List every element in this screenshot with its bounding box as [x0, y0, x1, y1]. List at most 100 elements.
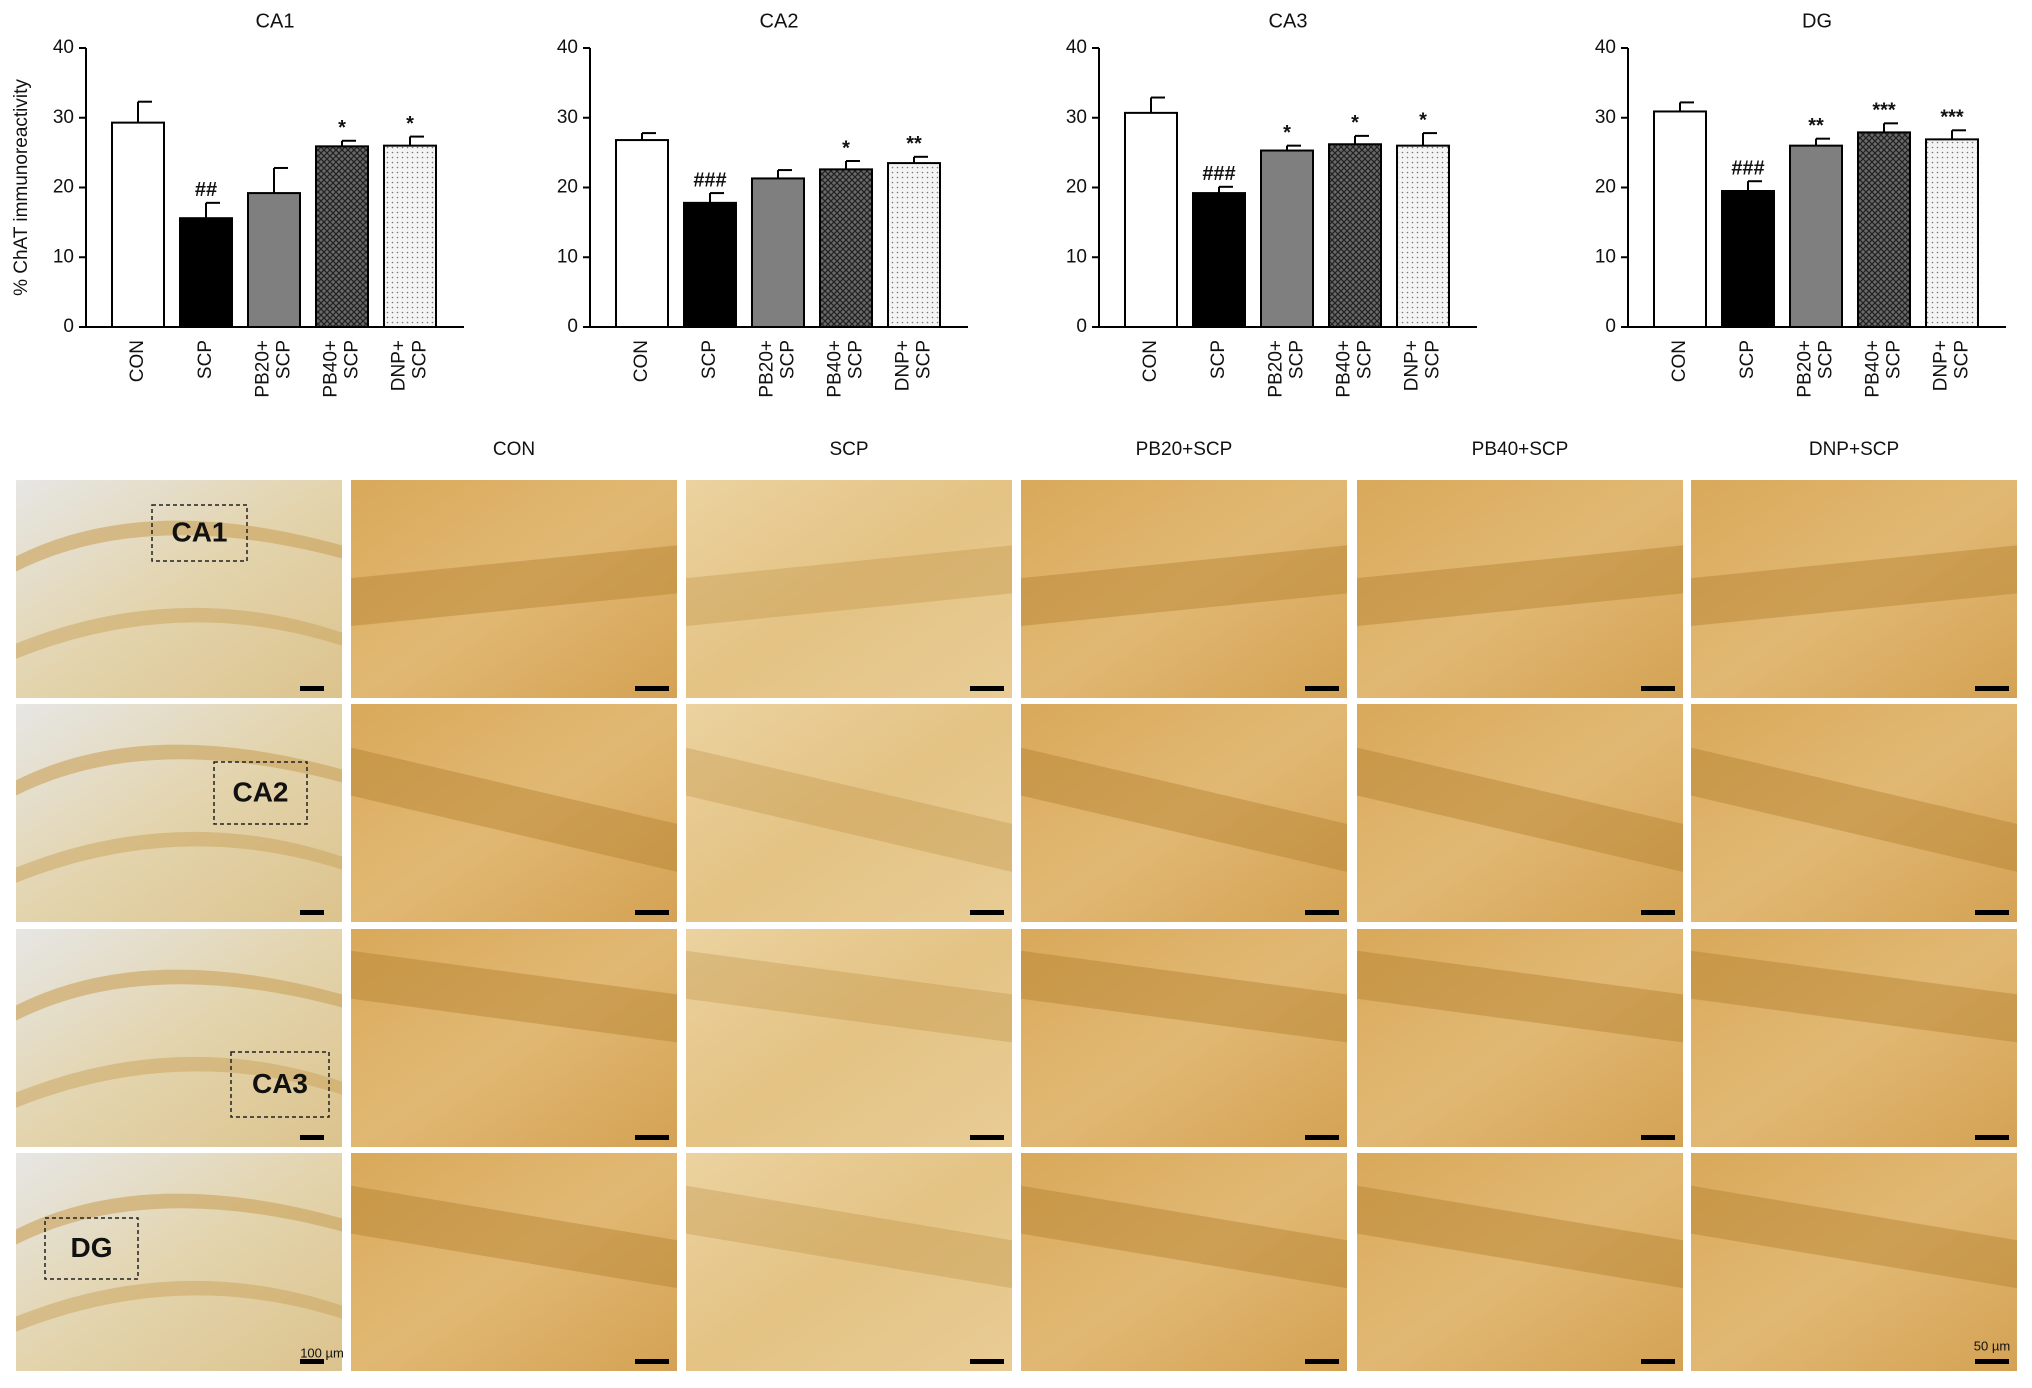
x-tick-label-group: PB20+SCP: [1795, 340, 1837, 398]
micrograph: [16, 1153, 342, 1371]
cell-layer: [1021, 747, 1347, 872]
region-box: [230, 1051, 330, 1118]
column-label: DNP+SCP: [1809, 439, 1899, 460]
significance-label: ##: [195, 179, 217, 201]
scale-bar: [1975, 686, 2009, 691]
x-tick-label-group: PB20+SCP: [757, 340, 799, 398]
x-tick-label: PB40+: [321, 340, 342, 398]
bar: [1721, 189, 1775, 328]
column-label: SCP: [829, 439, 868, 460]
x-tick-label: DNP+: [893, 340, 914, 391]
micrograph-image: [686, 704, 1012, 922]
region-box: [151, 504, 248, 562]
scale-bar: [300, 1359, 324, 1364]
y-tick-label: 10: [1066, 246, 1087, 267]
region-label: CA3: [252, 1068, 308, 1099]
scale-bar: [970, 686, 1004, 691]
micrograph-image: [351, 480, 677, 698]
significance-label: *: [842, 137, 850, 159]
bar: [1124, 111, 1178, 329]
x-tick-label: SCP: [699, 340, 720, 379]
x-tick-label: CON: [1140, 340, 1161, 382]
micrograph: [686, 1153, 1012, 1371]
micrograph: [1021, 929, 1347, 1147]
cell-layer: [1021, 1185, 1347, 1289]
significance-label: **: [1808, 115, 1824, 137]
micrograph: [1691, 929, 2017, 1147]
y-tick-label: 10: [557, 246, 578, 267]
bar: [751, 177, 805, 328]
bar: [315, 145, 369, 328]
scale-bar: [1641, 910, 1675, 915]
region-label: CA1: [171, 516, 227, 547]
significance-label: *: [338, 117, 346, 139]
scale-bar: [1305, 910, 1339, 915]
x-tick-label-group: DNP+SCP: [893, 340, 935, 391]
micrograph: [686, 480, 1012, 698]
significance-label: ###: [693, 169, 726, 191]
region-label: CA2: [232, 776, 288, 807]
cell-layer: [686, 950, 1012, 1043]
bar: [1328, 143, 1382, 328]
y-tick-label: 20: [557, 177, 578, 198]
x-tick-label: SCP: [1737, 340, 1758, 379]
micrograph-image: [1021, 480, 1347, 698]
scale-bar: [1975, 1135, 2009, 1140]
bar: [179, 217, 233, 328]
micrograph: [1691, 480, 2017, 698]
y-tick-label: 40: [557, 37, 578, 58]
cell-layer: [1691, 1185, 2017, 1289]
cell-layer: [1357, 1185, 1683, 1289]
chart-title: DG: [1802, 10, 1832, 32]
significance-label: *: [1283, 122, 1291, 144]
x-tick-label: CON: [127, 340, 148, 382]
scale-bar: [300, 1135, 324, 1140]
micrograph-image: [351, 1153, 677, 1371]
x-tick-label-group: PB40+SCP: [825, 340, 867, 398]
column-label: CON: [493, 439, 535, 460]
x-tick-label: SCP: [273, 340, 294, 379]
bar: [819, 168, 873, 328]
cell-layer: [686, 1185, 1012, 1289]
cell-layer: [1691, 950, 2017, 1043]
bar: [1789, 144, 1843, 328]
x-tick-label: SCP: [1286, 340, 1307, 379]
cell-layer: [1357, 545, 1683, 627]
micrograph: [1357, 480, 1683, 698]
cell-layer: [1357, 747, 1683, 872]
cell-layer: [1691, 747, 2017, 872]
y-tick-label: 10: [53, 246, 74, 267]
y-tick-label: 20: [1066, 177, 1087, 198]
x-tick-label: PB40+: [1334, 340, 1355, 398]
y-axis-label: % ChAT immunoreactivity: [11, 79, 32, 296]
y-tick-label: 0: [567, 316, 578, 337]
tissue-layer: [16, 1193, 342, 1245]
bar: [1653, 110, 1707, 328]
cell-layer: [351, 1185, 677, 1289]
x-tick-label-group: PB20+SCP: [253, 340, 295, 398]
micrograph-image: [686, 1153, 1012, 1371]
chart-title: CA2: [760, 10, 799, 32]
scale-bar: [1641, 1135, 1675, 1140]
chart-title: CA3: [1269, 10, 1308, 32]
x-tick-label: SCP: [845, 340, 866, 379]
bar: [111, 121, 165, 328]
scale-bar-label: 100 µm: [300, 1345, 344, 1360]
x-tick-label: DNP+: [1402, 340, 1423, 391]
bar: [1192, 192, 1246, 328]
x-tick-label: CON: [631, 340, 652, 382]
tissue-layer: [16, 744, 342, 796]
micrograph: [1691, 1153, 2017, 1371]
scale-bar: [1975, 910, 2009, 915]
bar: [683, 201, 737, 328]
cell-layer: [351, 545, 677, 627]
tissue-layer: [16, 831, 342, 883]
x-tick-label-group: PB40+SCP: [1863, 340, 1905, 398]
x-tick-label-group: PB20+SCP: [1266, 340, 1308, 398]
tissue-layer: [16, 969, 342, 1021]
micrograph: [1357, 1153, 1683, 1371]
x-tick-label: SCP: [195, 340, 216, 379]
bar: [1925, 138, 1979, 328]
micrograph-image: [1357, 480, 1683, 698]
micrograph: [351, 929, 677, 1147]
